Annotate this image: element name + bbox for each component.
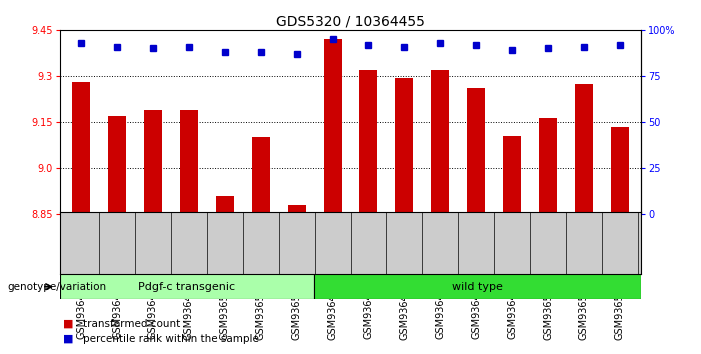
- Bar: [216, 196, 233, 214]
- Bar: [575, 84, 593, 214]
- Text: percentile rank within the sample: percentile rank within the sample: [83, 334, 259, 344]
- Text: ■: ■: [63, 319, 74, 329]
- Text: wild type: wild type: [452, 282, 503, 292]
- Bar: [324, 39, 341, 214]
- Text: ■: ■: [63, 334, 74, 344]
- Bar: [314, 274, 641, 299]
- Text: genotype/variation: genotype/variation: [7, 282, 106, 292]
- Bar: [252, 137, 270, 214]
- Bar: [503, 136, 521, 214]
- Bar: [287, 205, 306, 214]
- Bar: [108, 116, 126, 214]
- Bar: [60, 274, 314, 299]
- Bar: [180, 110, 198, 214]
- Text: transformed count: transformed count: [83, 319, 180, 329]
- Bar: [539, 118, 557, 214]
- Bar: [360, 70, 377, 214]
- Bar: [395, 78, 414, 214]
- Bar: [144, 110, 162, 214]
- Title: GDS5320 / 10364455: GDS5320 / 10364455: [276, 15, 425, 29]
- Bar: [72, 82, 90, 214]
- Bar: [431, 70, 449, 214]
- Bar: [611, 127, 629, 214]
- Bar: [468, 88, 485, 214]
- Text: Pdgf-c transgenic: Pdgf-c transgenic: [138, 282, 236, 292]
